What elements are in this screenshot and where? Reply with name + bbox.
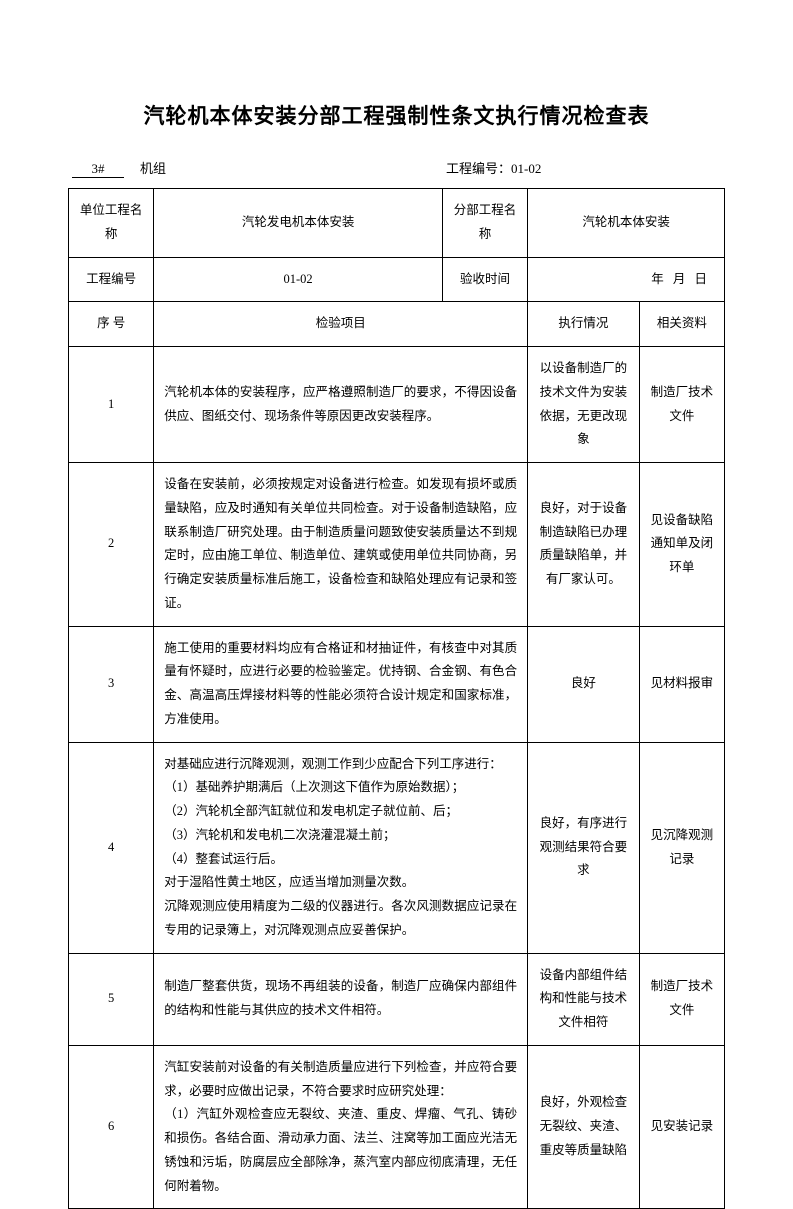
header-row-1: 单位工程名称 汽轮发电机本体安装 分部工程名称 汽轮机本体安装 — [69, 189, 725, 258]
unit-number: 3# — [72, 161, 124, 178]
row-status: 设备内部组件结构和性能与技术文件相符 — [528, 953, 640, 1045]
row-no: 1 — [69, 347, 154, 463]
table-row: 4 对基础应进行沉降观测，观测工作到少应配合下列工序进行： （1）基础养护期满后… — [69, 742, 725, 953]
row-ref: 见沉降观测记录 — [639, 742, 724, 953]
row-status: 良好，对于设备制造缺陷已办理质量缺陷单，并有厂家认可。 — [528, 463, 640, 627]
row-item: 对基础应进行沉降观测，观测工作到少应配合下列工序进行： （1）基础养护期满后（上… — [154, 742, 528, 953]
row-status: 良好，有序进行观测结果符合要求 — [528, 742, 640, 953]
row-item: 汽缸安装前对设备的有关制造质量应进行下列检查，并应符合要求，必要时应做出记录，不… — [154, 1045, 528, 1209]
row-status: 良好，外观检查无裂纹、夹渣、重皮等质量缺陷 — [528, 1045, 640, 1209]
col-hdr-ref: 相关资料 — [639, 302, 724, 347]
col-hdr-item: 检验项目 — [154, 302, 528, 347]
row-ref: 见设备缺陷通知单及闭环单 — [639, 463, 724, 627]
row-no: 4 — [69, 742, 154, 953]
table-row: 6 汽缸安装前对设备的有关制造质量应进行下列检查，并应符合要求，必要时应做出记录… — [69, 1045, 725, 1209]
subheader-left: 3# 机组 — [72, 158, 166, 178]
row-ref: 见材料报审 — [639, 626, 724, 742]
table-row: 3 施工使用的重要材料均应有合格证和材抽证件，有核查中对其质量有怀疑时，应进行必… — [69, 626, 725, 742]
row-item: 施工使用的重要材料均应有合格证和材抽证件，有核查中对其质量有怀疑时，应进行必要的… — [154, 626, 528, 742]
table-row: 2 设备在安装前，必须按规定对设备进行检查。如发现有损坏或质量缺陷，应及时通知有… — [69, 463, 725, 627]
row-no: 3 — [69, 626, 154, 742]
row-ref: 制造厂技术文件 — [639, 347, 724, 463]
hdr-sub-proj-name-label: 分部工程名称 — [442, 189, 527, 258]
header-row-3: 序 号 检验项目 执行情况 相关资料 — [69, 302, 725, 347]
header-row-2: 工程编号 01-02 验收时间 年 月 日 — [69, 257, 725, 302]
col-hdr-no: 序 号 — [69, 302, 154, 347]
row-no: 6 — [69, 1045, 154, 1209]
row-status: 良好 — [528, 626, 640, 742]
hdr-unit-proj-name: 汽轮发电机本体安装 — [154, 189, 443, 258]
col-hdr-status: 执行情况 — [528, 302, 640, 347]
row-item: 制造厂整套供货，现场不再组装的设备，制造厂应确保内部组件的结构和性能与其供应的技… — [154, 953, 528, 1045]
row-no: 2 — [69, 463, 154, 627]
proj-no-label: 工程编号： — [446, 161, 511, 176]
proj-no: 01-02 — [511, 161, 541, 176]
hdr-accept-time: 年 月 日 — [528, 257, 725, 302]
unit-label: 机组 — [140, 158, 166, 177]
row-no: 5 — [69, 953, 154, 1045]
hdr-sub-proj-name: 汽轮机本体安装 — [528, 189, 725, 258]
table-row: 5 制造厂整套供货，现场不再组装的设备，制造厂应确保内部组件的结构和性能与其供应… — [69, 953, 725, 1045]
page-title: 汽轮机本体安装分部工程强制性条文执行情况检查表 — [68, 100, 725, 130]
row-ref: 见安装记录 — [639, 1045, 724, 1209]
table-row: 1 汽轮机本体的安装程序，应严格遵照制造厂的要求，不得因设备供应、图纸交付、现场… — [69, 347, 725, 463]
row-item: 设备在安装前，必须按规定对设备进行检查。如发现有损坏或质量缺陷，应及时通知有关单… — [154, 463, 528, 627]
subheader-right: 工程编号：01-02 — [446, 158, 541, 178]
row-status: 以设备制造厂的技术文件为安装依据，无更改现象 — [528, 347, 640, 463]
hdr-proj-no-label: 工程编号 — [69, 257, 154, 302]
inspection-table: 单位工程名称 汽轮发电机本体安装 分部工程名称 汽轮机本体安装 工程编号 01-… — [68, 188, 725, 1209]
row-ref: 制造厂技术文件 — [639, 953, 724, 1045]
subheader: 3# 机组 工程编号：01-02 — [68, 158, 725, 178]
hdr-accept-time-label: 验收时间 — [442, 257, 527, 302]
hdr-proj-no: 01-02 — [154, 257, 443, 302]
row-item: 汽轮机本体的安装程序，应严格遵照制造厂的要求，不得因设备供应、图纸交付、现场条件… — [154, 347, 528, 463]
hdr-unit-proj-name-label: 单位工程名称 — [69, 189, 154, 258]
